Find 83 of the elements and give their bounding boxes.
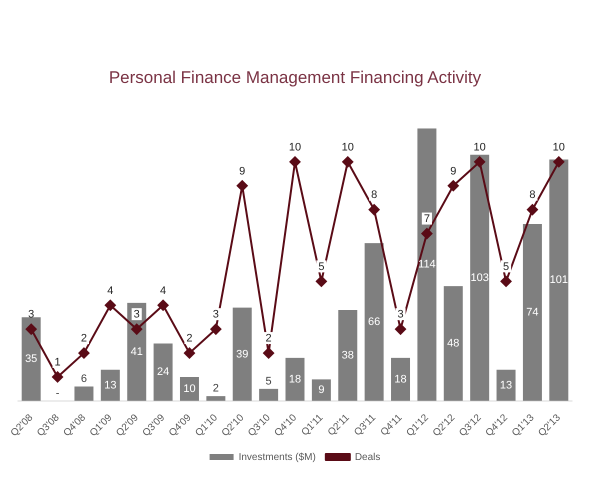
data-label: 9 [450,165,456,178]
chart-title: Personal Finance Management Financing Activity [108,68,482,87]
bar [154,344,173,401]
point [131,324,142,335]
data-label: 2 [80,332,88,345]
data-label: 8 [371,189,378,202]
bar [100,370,120,401]
bar [417,128,436,401]
data-label: 10 [288,141,302,154]
data-label: 5 [318,260,324,273]
bar [496,370,516,401]
data-label: 9 [318,384,324,396]
legend-label: Deals [354,452,380,463]
point [263,348,274,359]
bar [338,310,358,401]
point [236,180,248,192]
data-label: 1 [54,356,61,368]
data-label: 5 [266,375,272,388]
data-label: 10 [474,141,486,154]
point [448,180,459,192]
bar [312,379,331,401]
data-label: 24 [156,366,170,378]
bar [364,243,384,401]
bar [470,154,490,401]
text: - [56,387,60,400]
bar [522,224,542,401]
bar [206,396,226,401]
data-label: 39 [236,348,248,360]
point [158,300,169,311]
data-label: 13 [104,379,116,392]
data-label: 10 [342,141,354,154]
point [342,156,354,168]
bar [232,308,252,401]
data-label: 2 [266,332,272,345]
point [52,371,64,382]
data-label: 18 [288,373,302,386]
data-label: 7 [424,213,430,226]
data-label: 103 [470,272,489,284]
bar [74,386,94,401]
bar [259,388,278,401]
data-label: 6 [80,373,88,386]
data-label: 101 [550,274,568,286]
data-label: 9 [239,165,246,178]
data-label: 3 [134,308,140,321]
data-label: 4 [160,284,166,297]
data-label: 10 [552,141,565,154]
bar [444,286,463,401]
bar [22,317,41,401]
bar [549,159,568,401]
point [553,156,564,168]
point [184,348,195,359]
point [290,156,300,168]
data-label: 38 [342,349,354,362]
point [500,276,512,287]
point [26,324,37,335]
point [104,300,116,311]
data-label: 74 [526,306,539,318]
point [210,324,222,335]
data-label: 48 [447,338,460,350]
data-label: 8 [529,189,536,202]
data-label: 2 [212,382,219,395]
data-label: 10 [183,382,196,395]
data-label: 5 [502,260,510,273]
data-label: 18 [394,373,407,386]
point [368,204,380,216]
data-label: 3 [397,308,404,321]
data-label: 35 [25,353,38,366]
point [395,324,406,335]
point [526,204,538,216]
data-label: 66 [368,316,380,328]
data-label: 13 [500,379,512,392]
data-label: 41 [130,346,143,358]
bar [286,358,304,401]
data-label: 4 [107,284,114,297]
point [316,276,327,287]
point [421,228,432,240]
data-label: 3 [212,308,219,321]
data-label: 114 [418,258,436,271]
data-label: 2 [186,332,193,345]
point [474,156,486,168]
point [78,348,90,359]
legend-label: Investments ($M) [238,452,316,463]
bar [391,358,410,401]
